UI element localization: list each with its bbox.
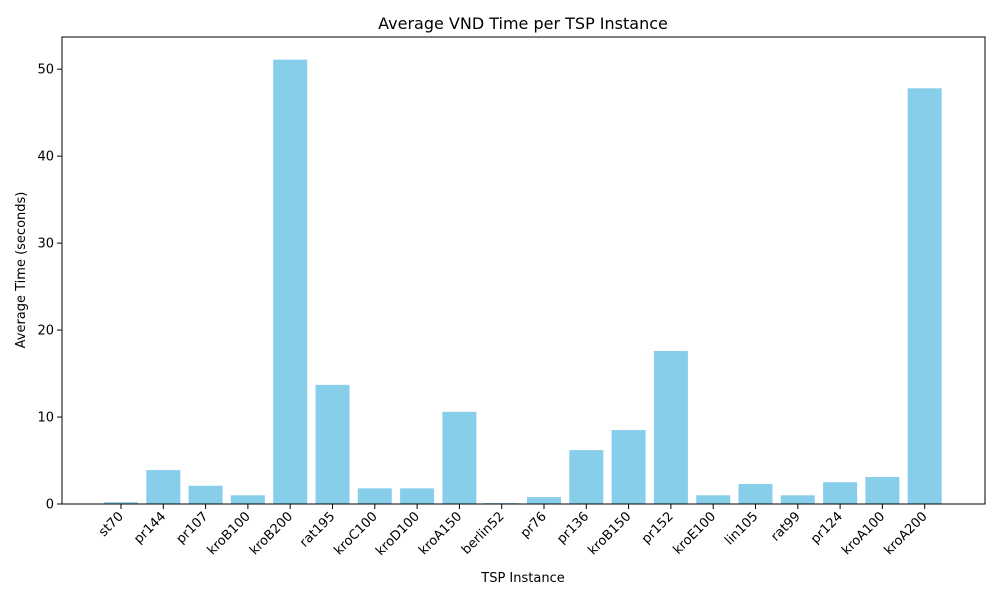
x-tick-label: kroB200 <box>247 509 296 558</box>
x-tick-label: kroE100 <box>671 509 719 557</box>
x-tick-label: pr124 <box>808 509 846 547</box>
bar-kroD100 <box>400 488 435 504</box>
y-axis: 0 10 20 30 40 50 <box>37 63 62 513</box>
y-axis-label: Average Time (seconds) <box>14 192 29 349</box>
y-tick-label: 30 <box>37 237 54 252</box>
x-tick-label: pr76 <box>518 509 550 541</box>
bar-rat99 <box>780 495 815 504</box>
x-tick-label: lin105 <box>722 509 761 548</box>
bar-kroE100 <box>696 495 731 504</box>
bar-lin105 <box>738 483 773 504</box>
y-tick-label: 20 <box>37 324 54 339</box>
bar-kroB200 <box>273 59 308 504</box>
bar-kroA200 <box>907 88 942 504</box>
x-tick-label: kroD100 <box>373 509 423 559</box>
y-tick-label: 50 <box>37 63 54 78</box>
x-axis-label: TSP Instance <box>480 571 564 586</box>
x-tick-label: kroA100 <box>839 509 888 558</box>
bars-group <box>104 59 942 504</box>
x-tick-label: berlin52 <box>459 509 508 558</box>
x-tick-label: kroB100 <box>205 509 254 558</box>
x-tick-label: pr136 <box>554 509 592 547</box>
bar-pr76 <box>527 497 561 504</box>
x-tick-label: kroA200 <box>882 509 931 558</box>
x-tick-label: kroA150 <box>416 509 465 558</box>
x-tick-label: st70 <box>96 509 127 540</box>
bar-kroB150 <box>611 430 646 504</box>
plot-frame <box>61 36 986 505</box>
chart-title: Average VND Time per TSP Instance <box>378 14 668 33</box>
y-tick-label: 40 <box>37 150 54 165</box>
x-tick-label: pr144 <box>131 509 169 547</box>
bar-pr124 <box>823 482 858 504</box>
bar-kroA100 <box>865 477 900 504</box>
x-tick-label: kroB150 <box>585 509 634 558</box>
y-tick-label: 0 <box>46 498 54 513</box>
x-tick-label: kroC100 <box>332 509 381 558</box>
bar-pr136 <box>569 450 604 504</box>
bar-pr107 <box>188 485 223 504</box>
x-tick-label: pr107 <box>174 509 212 547</box>
y-tick-label: 10 <box>37 411 54 426</box>
x-tick-label: pr152 <box>639 509 677 547</box>
bar-st70 <box>104 502 138 504</box>
bar-pr152 <box>653 350 688 504</box>
x-tick-label: rat99 <box>768 509 803 544</box>
bar-kroA150 <box>442 411 477 504</box>
bar-pr144 <box>146 470 181 504</box>
bar-rat195 <box>315 384 350 504</box>
bar-kroB100 <box>230 495 265 504</box>
x-tick-label: rat195 <box>297 509 338 550</box>
bar-kroC100 <box>357 488 392 504</box>
